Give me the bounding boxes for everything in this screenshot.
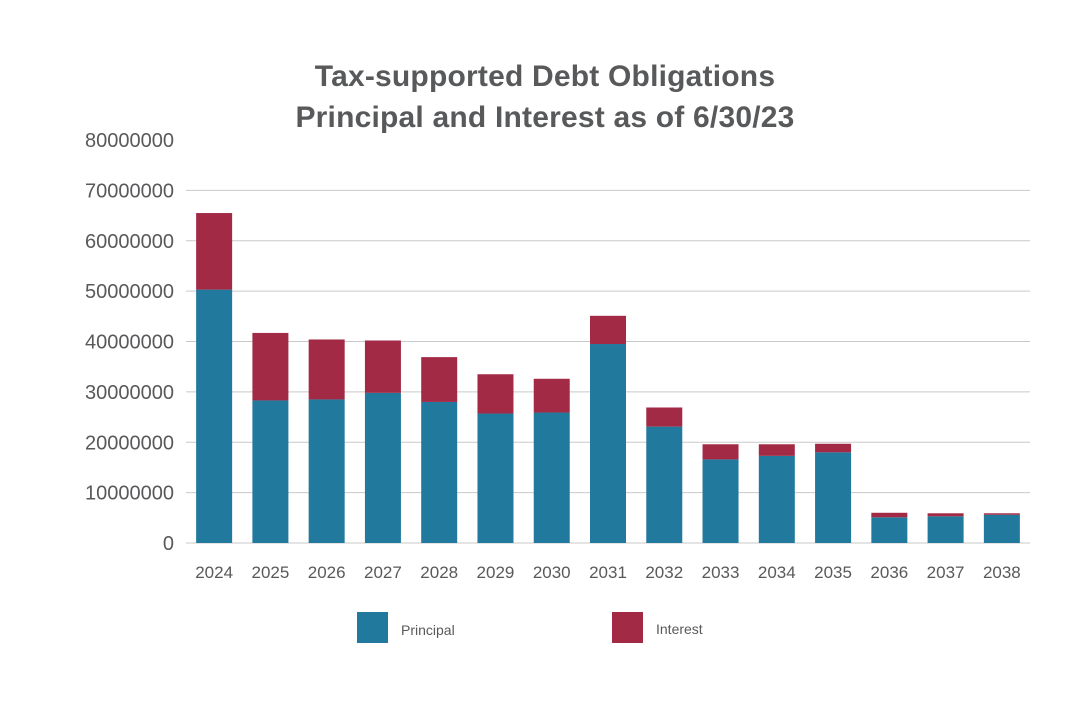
bar-principal-2033 [702, 459, 739, 543]
bar-interest-2025 [252, 332, 289, 401]
bar-principal-2038 [983, 514, 1020, 543]
bar-principal-2037 [927, 516, 964, 543]
y-tick-label: 20000000 [85, 432, 174, 454]
x-tick-label: 2037 [927, 563, 965, 582]
x-tick-label: 2034 [758, 563, 796, 582]
x-tick-label: 2026 [308, 563, 346, 582]
bar-principal-2030 [533, 412, 570, 543]
bar-principal-2025 [252, 400, 289, 543]
bar-principal-2035 [815, 452, 852, 543]
bar-interest-2036 [871, 512, 908, 518]
legend-swatch-interest [612, 612, 643, 643]
bar-interest-2028 [421, 357, 458, 402]
bar-interest-2030 [533, 378, 570, 413]
y-tick-label: 40000000 [85, 332, 174, 354]
x-tick-label: 2032 [645, 563, 683, 582]
legend-label-interest: Interest [656, 621, 703, 637]
bar-interest-2034 [758, 444, 795, 456]
y-tick-label: 60000000 [85, 231, 174, 253]
x-tick-label: 2033 [702, 563, 740, 582]
y-tick-label: 30000000 [85, 382, 174, 404]
x-tick-label: 2035 [814, 563, 852, 582]
y-tick-label: 70000000 [85, 180, 174, 202]
bar-interest-2026 [308, 339, 345, 400]
chart-title-line-1: Tax-supported Debt Obligations [314, 60, 776, 93]
bar-interest-2024 [196, 213, 233, 290]
bar-interest-2031 [590, 315, 626, 345]
x-tick-label: 2028 [420, 563, 458, 582]
bar-principal-2026 [308, 399, 345, 543]
bar-principal-2024 [196, 289, 233, 543]
y-tick-label: 10000000 [85, 483, 174, 505]
bar-principal-2036 [871, 517, 908, 543]
bar-principal-2032 [646, 426, 683, 543]
bar-interest-2037 [927, 513, 964, 517]
x-tick-label: 2030 [533, 563, 571, 582]
bar-interest-2038 [983, 513, 1020, 515]
bar-interest-2029 [477, 374, 514, 414]
bar-principal-2027 [364, 392, 401, 543]
bar-interest-2033 [702, 444, 739, 460]
bar-principal-2028 [421, 401, 458, 543]
legend-swatch-principal [357, 612, 388, 643]
x-tick-label: 2024 [195, 563, 233, 582]
y-tick-label: 0 [163, 533, 174, 555]
x-tick-label: 2031 [589, 563, 627, 582]
bar-principal-2029 [477, 413, 514, 543]
chart-title-line-2: Principal and Interest as of 6/30/23 [295, 101, 795, 134]
bar-interest-2032 [646, 407, 683, 427]
x-tick-label: 2029 [477, 563, 515, 582]
bar-principal-2034 [758, 455, 795, 543]
y-tick-label: 80000000 [85, 130, 174, 152]
x-tick-label: 2025 [251, 563, 289, 582]
bar-interest-2027 [364, 340, 401, 393]
x-tick-label: 2038 [983, 563, 1021, 582]
bar-interest-2035 [815, 443, 852, 453]
legend-label-principal: Principal [401, 622, 455, 638]
y-tick-label: 50000000 [85, 281, 174, 303]
x-tick-label: 2036 [870, 563, 908, 582]
bar-principal-2031 [590, 344, 626, 543]
x-tick-label: 2027 [364, 563, 402, 582]
